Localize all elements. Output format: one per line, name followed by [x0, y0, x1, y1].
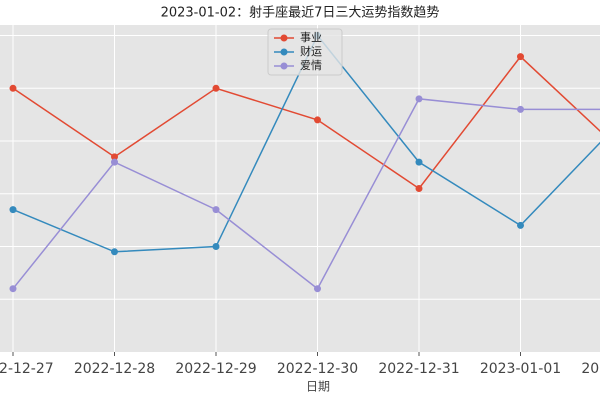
- point: [517, 53, 524, 61]
- x-axis-label: 日期: [306, 380, 330, 394]
- point: [9, 285, 17, 293]
- point: [212, 206, 220, 214]
- point: [111, 158, 118, 166]
- x-tick-label: 2023-01-02: [581, 361, 600, 377]
- legend-label: 爱情: [300, 59, 322, 72]
- point: [212, 243, 220, 251]
- point: [111, 248, 118, 256]
- point: [314, 116, 321, 124]
- point: [111, 153, 118, 161]
- point: [415, 158, 423, 166]
- legend-label: 事业: [300, 31, 322, 44]
- x-tick-label: 2022-12-28: [74, 361, 155, 377]
- legend-marker: [280, 62, 288, 70]
- x-tick-label: 2022-12-27: [0, 361, 54, 377]
- point: [314, 285, 321, 293]
- point: [517, 221, 524, 229]
- x-tick-label: 2022-12-29: [175, 361, 256, 377]
- point: [517, 105, 524, 113]
- plot-area: [0, 25, 600, 352]
- point: [415, 95, 423, 103]
- chart-title: 2023-01-02：射手座最近7日三大运势指数趋势: [161, 5, 440, 21]
- point: [415, 185, 423, 192]
- point: [212, 84, 220, 92]
- point: [9, 206, 17, 214]
- legend-box: [267, 28, 343, 76]
- x-tick-label: 2022-12-30: [277, 361, 358, 377]
- x-tick-label: 2022-12-31: [378, 361, 459, 377]
- legend-marker: [280, 48, 288, 56]
- legend-label: 财运: [300, 44, 322, 58]
- x-tick-label: 2023-01-01: [480, 361, 561, 377]
- legend-marker: [280, 34, 288, 42]
- point: [9, 84, 17, 92]
